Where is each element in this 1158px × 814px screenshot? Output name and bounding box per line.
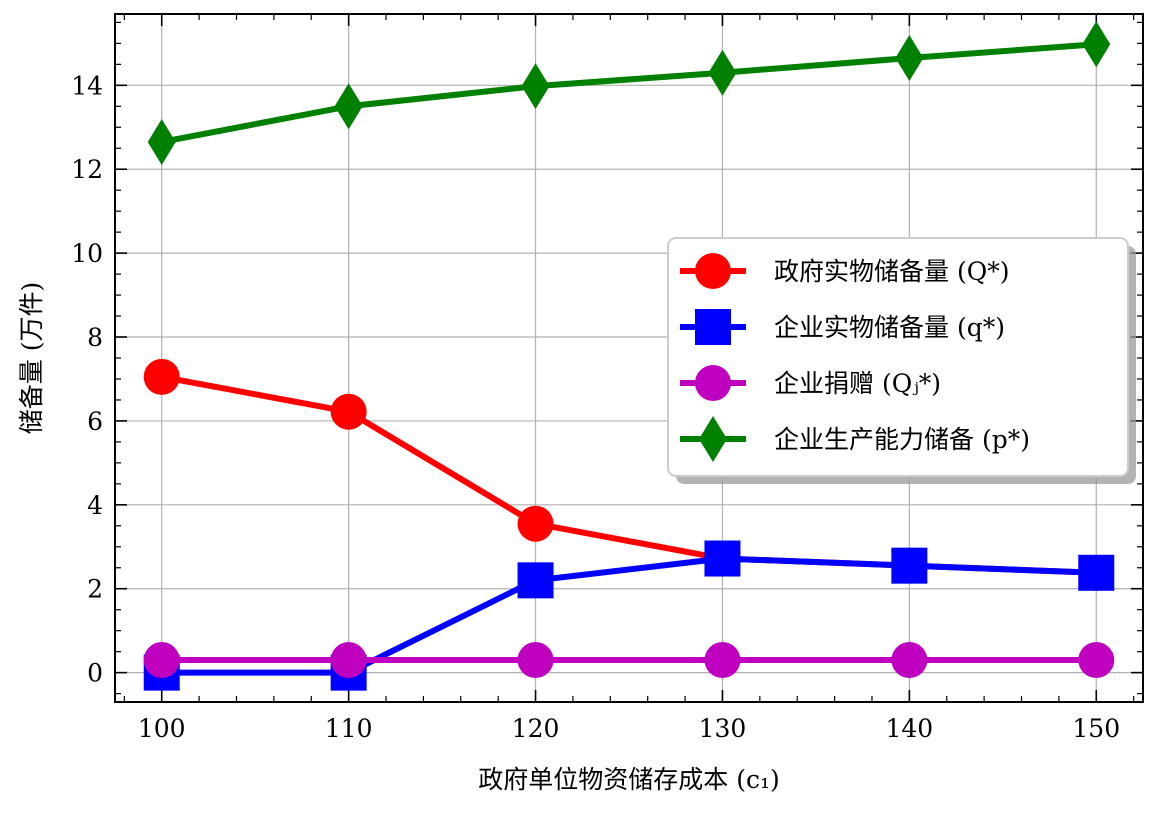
series-3-point	[330, 642, 367, 679]
series-4-point	[334, 83, 363, 130]
legend-entry-2: 企业实物储备量 (q*)	[680, 309, 1005, 345]
y-tick-label: 8	[87, 323, 103, 352]
x-tick-label: 150	[1072, 714, 1120, 743]
legend-marker	[695, 253, 731, 289]
legend-marker	[695, 365, 731, 401]
series-3-point	[1078, 642, 1115, 679]
x-tick-label: 130	[699, 714, 747, 743]
plot-frame	[114, 13, 1144, 703]
legend-items: 政府实物储备量 (Q*) 企业实物储备量 (q*) 企业捐赠 (Qⱼ*) 企业生产能力…	[680, 253, 1030, 462]
series-3-point	[704, 642, 741, 679]
series-4	[147, 21, 1111, 165]
legend-box	[667, 237, 1129, 477]
legend-label: 政府实物储备量 (Q*)	[774, 257, 1009, 286]
y-tick-label: 0	[87, 659, 103, 688]
legend-entry-4: 企业生产能力储备 (p*)	[680, 416, 1030, 462]
series-4-point	[1082, 21, 1111, 68]
series-2-point	[704, 540, 741, 577]
x-tick-label: 140	[886, 714, 934, 743]
legend-marker	[699, 416, 727, 462]
y-tick-label: 2	[87, 575, 103, 604]
series-2	[143, 540, 1115, 691]
series-2-point	[517, 562, 554, 599]
series-layer	[143, 21, 1115, 691]
legend-entry-1: 政府实物储备量 (Q*)	[680, 253, 1009, 289]
legend-entry-3: 企业捐赠 (Qⱼ*)	[680, 365, 941, 401]
y-axis-label: 储备量 (万件)	[17, 282, 46, 434]
series-1-point	[330, 393, 367, 430]
y-tick-label: 4	[87, 491, 103, 520]
series-1-point	[517, 505, 554, 542]
legend-marker	[695, 309, 731, 345]
legend-label: 企业实物储备量 (q*)	[774, 313, 1005, 342]
series-3	[143, 642, 1115, 679]
y-tick-label: 6	[87, 407, 103, 436]
x-axis-label: 政府单位物资储存成本 (c₁)	[478, 765, 779, 794]
series-2-point	[1078, 554, 1115, 591]
series-2-point	[891, 547, 928, 584]
series-1-point	[143, 358, 180, 395]
series-4-line	[161, 41, 1097, 145]
series-4-point	[147, 118, 176, 165]
series-3-point	[891, 642, 928, 679]
y-tick-label: 14	[71, 71, 103, 100]
series-3-point	[517, 642, 554, 679]
y-tick-label: 10	[71, 239, 103, 268]
x-tick-label: 120	[512, 714, 560, 743]
x-tick-label: 110	[325, 714, 373, 743]
legend-label: 企业捐赠 (Qⱼ*)	[774, 369, 941, 398]
series-2-line	[161, 555, 1097, 676]
legend-label: 企业生产能力储备 (p*)	[774, 425, 1030, 454]
legend: 政府实物储备量 (Q*) 企业实物储备量 (q*) 企业捐赠 (Qⱼ*) 企业生产能力…	[667, 237, 1136, 484]
series-4-point	[895, 35, 924, 82]
series-4-point	[521, 63, 550, 110]
y-tick-label: 12	[71, 155, 103, 184]
x-tick-label: 100	[138, 714, 186, 743]
series-4-point	[708, 49, 737, 96]
series-3-point	[143, 642, 180, 679]
tick-labels: 100 110 120 130 140 150 0 2 4 6 8 10 12 14	[71, 71, 1120, 743]
